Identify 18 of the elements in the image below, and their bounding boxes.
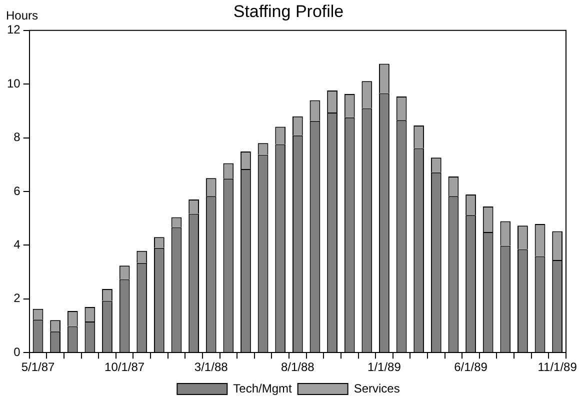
- y-tick-label: 0: [14, 344, 21, 359]
- x-tick-label: 3/1/88: [194, 360, 228, 374]
- y-axis-title: Hours: [6, 8, 38, 23]
- chart-title: Staffing Profile: [233, 2, 344, 21]
- y-tick-label: 12: [6, 22, 21, 37]
- x-tick-label: 8/1/88: [280, 360, 315, 374]
- x-tick-label: 6/1/89: [454, 360, 488, 374]
- legend-label: Services: [354, 381, 400, 396]
- y-tick-label: 8: [14, 130, 21, 144]
- y-tick-label: 2: [14, 291, 21, 306]
- y-tick-label: 4: [14, 238, 21, 252]
- x-tick-label: 1/1/89: [368, 360, 402, 374]
- x-tick-label: 11/1/89: [538, 360, 578, 374]
- legend-label: Tech/Mgmt: [233, 381, 292, 396]
- y-tick-label: 10: [6, 76, 21, 90]
- y-tick-label: 6: [14, 184, 21, 198]
- x-tick-label: 10/1/87: [104, 360, 145, 374]
- x-tick-label: 5/1/87: [21, 360, 56, 374]
